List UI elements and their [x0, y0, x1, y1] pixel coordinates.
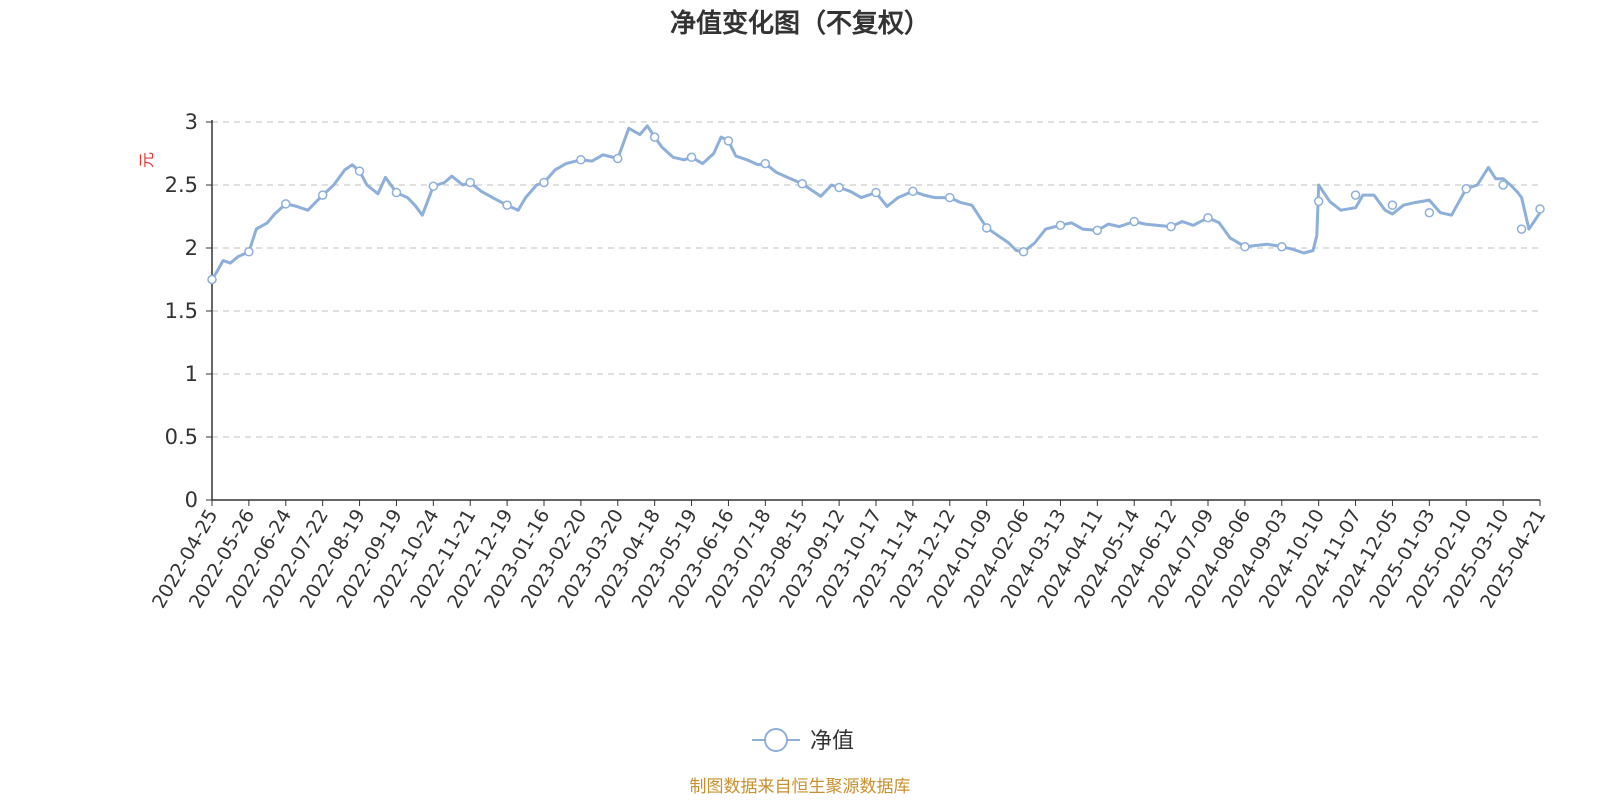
data-point[interactable] [1516, 224, 1527, 234]
data-point[interactable] [207, 274, 217, 285]
data-point[interactable] [945, 192, 955, 203]
data-point[interactable] [1092, 225, 1103, 236]
data-point[interactable] [1018, 247, 1029, 257]
data-point[interactable] [428, 181, 439, 192]
data-point[interactable] [908, 186, 918, 197]
y-axis: 0 0.5 1 1.5 2 2.5 3 [165, 110, 213, 512]
y-tick-label: 2 [185, 236, 198, 260]
grid-lines [212, 121, 1540, 438]
y-axis-label: 元 [137, 152, 156, 168]
data-point[interactable] [1277, 241, 1287, 252]
chart-title: 净值变化图（不复权） [670, 8, 930, 39]
data-point[interactable] [1055, 220, 1066, 231]
data-point[interactable] [317, 190, 328, 200]
data-point[interactable] [1535, 204, 1545, 214]
y-tick-label: 1 [185, 362, 198, 386]
series-group [207, 124, 1545, 285]
legend-label: 净值 [810, 729, 854, 754]
legend-marker [764, 728, 788, 752]
x-axis: 2022-04-252022-05-262022-06-242022-07-22… [148, 499, 1550, 612]
y-tick-label: 3 [185, 110, 198, 134]
data-point[interactable] [1387, 200, 1398, 210]
data-point[interactable] [834, 182, 844, 193]
data-point[interactable] [1424, 207, 1435, 218]
source-note: 制图数据来自恒生聚源数据库 [690, 777, 911, 797]
data-point[interactable] [1498, 180, 1508, 190]
data-point[interactable] [1313, 196, 1324, 207]
data-point[interactable] [871, 187, 881, 198]
y-tick-label: 2.5 [165, 173, 198, 197]
data-point[interactable] [576, 155, 586, 165]
data-point[interactable] [1350, 190, 1361, 200]
data-point[interactable] [1203, 213, 1213, 223]
series-line [210, 124, 1542, 281]
y-tick-label: 0 [185, 488, 198, 512]
data-point[interactable] [723, 136, 734, 146]
data-point[interactable] [686, 152, 697, 163]
legend[interactable]: 净值 [752, 728, 854, 754]
data-point[interactable] [1461, 184, 1471, 194]
data-point[interactable] [649, 132, 660, 142]
data-point[interactable] [502, 200, 512, 210]
data-point[interactable] [1240, 241, 1250, 252]
data-point[interactable] [354, 166, 365, 176]
data-point[interactable] [760, 158, 771, 169]
data-point[interactable] [981, 223, 992, 233]
data-point[interactable] [391, 187, 402, 198]
data-point[interactable] [1166, 221, 1176, 232]
data-point[interactable] [244, 247, 254, 257]
data-point[interactable] [1129, 216, 1139, 227]
data-point[interactable] [465, 177, 475, 188]
data-point[interactable] [797, 178, 807, 189]
data-point[interactable] [613, 153, 623, 164]
data-point[interactable] [539, 177, 549, 188]
y-tick-label: 0.5 [165, 425, 198, 449]
data-point[interactable] [281, 199, 291, 209]
y-tick-label: 1.5 [165, 299, 198, 323]
